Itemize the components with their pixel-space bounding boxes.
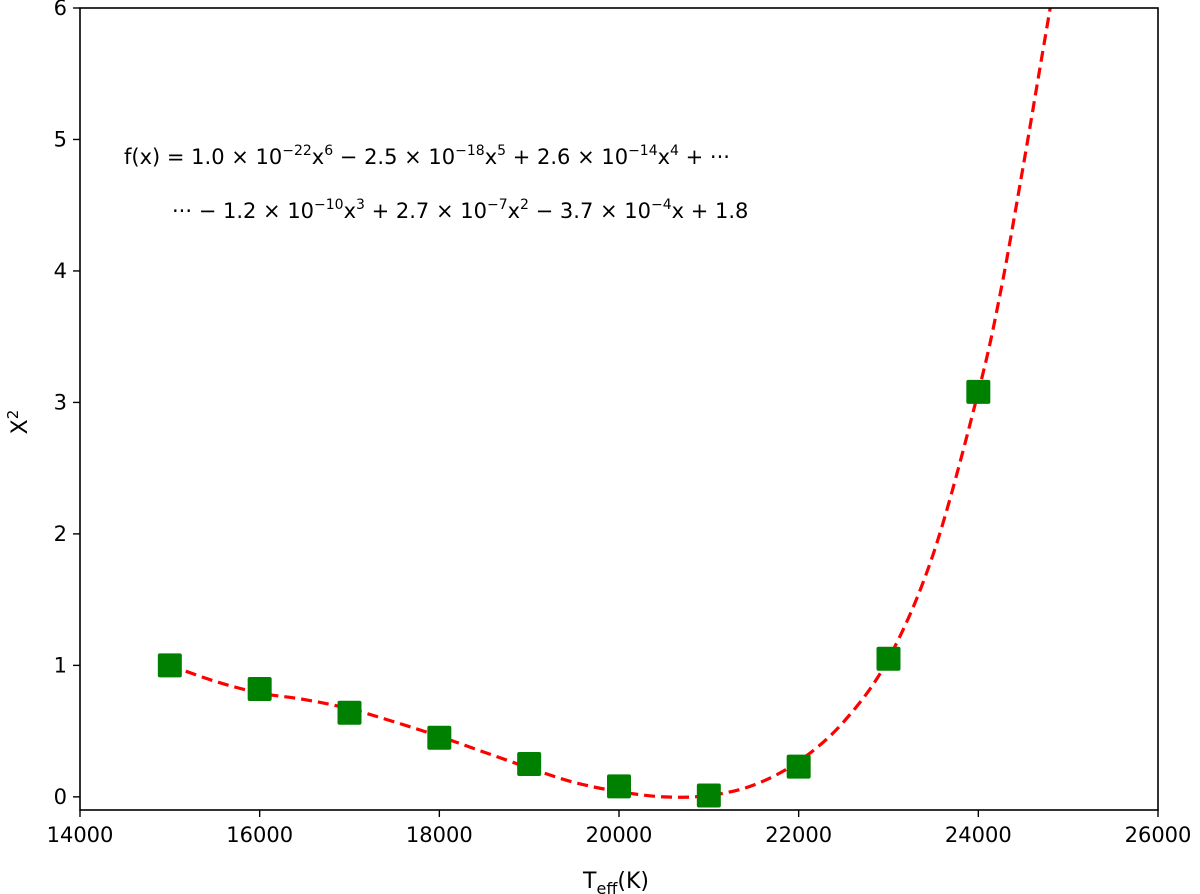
equation-line-1: f(x) = 1.0 × 10−22x6 − 2.5 × 10−18x5 + 2… (124, 143, 730, 169)
y-tick-label: 2 (54, 522, 67, 546)
y-axis: 0 1 2 3 4 5 6 (54, 0, 80, 809)
data-point (876, 646, 901, 671)
fit-curve-layer (169, 7, 1052, 799)
y-tick-label: 3 (54, 390, 67, 414)
x-tick-label: 16000 (226, 823, 293, 847)
x-tick-label: 14000 (47, 823, 114, 847)
y-tick-label: 4 (54, 259, 67, 283)
data-point (607, 774, 631, 799)
x-tick-label: 20000 (586, 823, 653, 847)
y-tick-label: 5 (54, 127, 67, 151)
x-axis-label: Teff(K) (582, 869, 649, 894)
x-tick-label: 26000 (1125, 823, 1192, 847)
y-tick-label: 0 (54, 785, 67, 809)
y-axis-label: X2 (4, 410, 33, 435)
points-layer (157, 379, 991, 808)
x-tick-label: 18000 (406, 823, 473, 847)
data-point (157, 653, 182, 678)
x-tick-label: 24000 (945, 823, 1012, 847)
fit-curve (169, 7, 1052, 799)
data-point (786, 754, 811, 779)
equation-line-2: ··· − 1.2 × 10−10x3 + 2.7 × 10−7x2 − 3.7… (172, 197, 748, 223)
data-point (517, 751, 542, 776)
data-point (427, 725, 452, 750)
y-tick-label: 6 (54, 0, 67, 20)
y-tick-label: 1 (54, 653, 67, 677)
x-axis: 14000 16000 18000 20000 22000 24000 26000 (47, 810, 1192, 847)
data-point (696, 783, 721, 808)
data-point (966, 379, 991, 404)
data-point (247, 677, 272, 702)
data-point (337, 700, 362, 725)
x-tick-label: 22000 (765, 823, 832, 847)
